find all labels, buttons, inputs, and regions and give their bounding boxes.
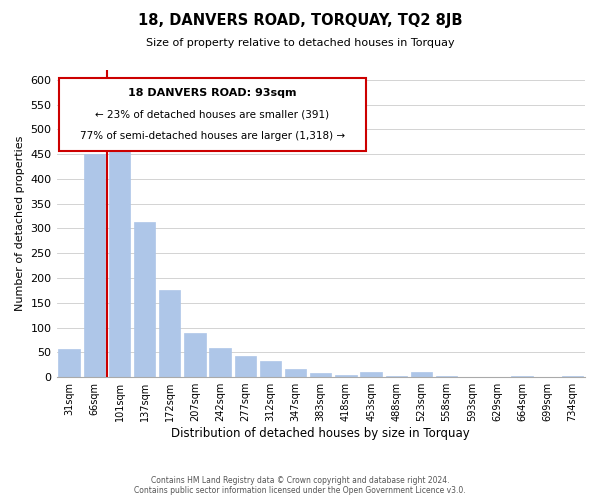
Y-axis label: Number of detached properties: Number of detached properties <box>15 136 25 311</box>
Bar <box>109 144 130 377</box>
Bar <box>285 369 307 377</box>
Text: Size of property relative to detached houses in Torquay: Size of property relative to detached ho… <box>146 38 454 48</box>
Bar <box>386 376 407 377</box>
Bar <box>411 372 432 377</box>
Bar <box>562 376 583 377</box>
Bar <box>260 361 281 377</box>
Text: 18, DANVERS ROAD, TORQUAY, TQ2 8JB: 18, DANVERS ROAD, TORQUAY, TQ2 8JB <box>138 12 462 28</box>
Text: 18 DANVERS ROAD: 93sqm: 18 DANVERS ROAD: 93sqm <box>128 88 296 98</box>
Bar <box>209 348 231 377</box>
FancyBboxPatch shape <box>59 78 365 152</box>
Bar <box>361 372 382 377</box>
Bar <box>184 332 206 377</box>
Text: Contains HM Land Registry data © Crown copyright and database right 2024.
Contai: Contains HM Land Registry data © Crown c… <box>134 476 466 495</box>
Bar <box>134 222 155 377</box>
Bar <box>436 376 457 377</box>
X-axis label: Distribution of detached houses by size in Torquay: Distribution of detached houses by size … <box>172 427 470 440</box>
Bar <box>310 373 331 377</box>
Bar <box>159 290 181 377</box>
Text: 77% of semi-detached houses are larger (1,318) →: 77% of semi-detached houses are larger (… <box>80 131 345 141</box>
Bar <box>83 154 105 377</box>
Bar <box>335 374 356 377</box>
Bar <box>235 356 256 377</box>
Text: ← 23% of detached houses are smaller (391): ← 23% of detached houses are smaller (39… <box>95 110 329 120</box>
Bar <box>58 349 80 377</box>
Bar <box>511 376 533 377</box>
